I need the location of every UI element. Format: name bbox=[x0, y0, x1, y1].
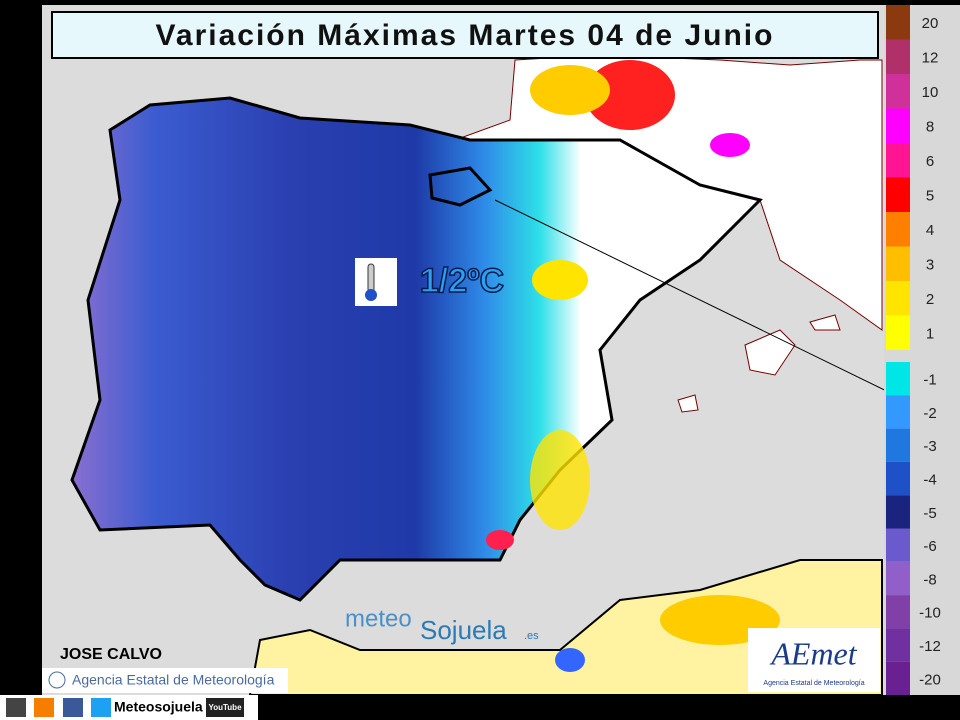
credit: Agencia Estatal de Meteorología bbox=[72, 672, 275, 688]
island bbox=[677, 394, 699, 413]
legend-label: 10 bbox=[922, 84, 939, 101]
youtube-text[interactable]: YouTube bbox=[208, 703, 242, 712]
africa bbox=[248, 559, 883, 696]
warm-patch bbox=[486, 530, 514, 550]
camera-icon[interactable] bbox=[6, 698, 26, 717]
facebook-icon[interactable] bbox=[63, 698, 83, 717]
legend-label: 1 bbox=[926, 326, 934, 343]
legend-label: 12 bbox=[922, 50, 939, 67]
copyright-icon bbox=[48, 671, 66, 689]
legend-swatch bbox=[886, 74, 910, 109]
legend-label: 5 bbox=[926, 188, 934, 205]
legend-label: -12 bbox=[919, 638, 941, 655]
legend-swatch bbox=[886, 428, 910, 462]
legend-swatch bbox=[886, 362, 910, 396]
legend: 20 12 10 8 6 5 4 3 2 1 -1 -2 -3 -4 -5 -6 -8 -10 -12 -20 bbox=[884, 5, 960, 695]
youtube-logo[interactable] bbox=[206, 698, 244, 717]
watermark: meteo bbox=[345, 605, 412, 632]
legend-swatch bbox=[886, 628, 910, 662]
legend-label: -1 bbox=[923, 372, 936, 389]
legend-label: -4 bbox=[923, 472, 936, 489]
annotation: 1/2ºC bbox=[420, 262, 504, 300]
thermometer-icon bbox=[367, 263, 375, 293]
warm-patch bbox=[530, 430, 590, 530]
legend-label: -3 bbox=[923, 438, 936, 455]
legend-swatch bbox=[886, 595, 910, 629]
credit-box bbox=[42, 668, 288, 693]
legend-label: 20 bbox=[922, 15, 939, 32]
warm-patch bbox=[532, 260, 588, 300]
legend-label: 4 bbox=[926, 222, 934, 239]
twitter-icon[interactable] bbox=[91, 698, 111, 717]
watermark: .es bbox=[524, 630, 539, 642]
legend-swatch bbox=[886, 461, 910, 496]
legend-swatch bbox=[886, 495, 910, 529]
legend-label: 2 bbox=[926, 291, 934, 308]
legend-label: -10 bbox=[919, 605, 941, 622]
la-rioja bbox=[428, 166, 493, 207]
legend-label: -20 bbox=[919, 671, 941, 688]
title: Variación Máximas Martes 04 de Junio bbox=[156, 19, 775, 52]
legend-label: 3 bbox=[926, 257, 934, 274]
legend-label: -5 bbox=[923, 505, 936, 522]
legend-label: 6 bbox=[926, 153, 934, 170]
legend-swatch bbox=[886, 143, 910, 178]
legend-swatch bbox=[886, 177, 910, 212]
legend-swatch bbox=[886, 39, 910, 74]
island bbox=[809, 314, 841, 331]
logo-box bbox=[748, 628, 880, 692]
pointer-line bbox=[494, 199, 906, 401]
logo: AEmet bbox=[769, 635, 857, 671]
legend-swatch bbox=[886, 315, 910, 350]
legend-swatch bbox=[886, 246, 910, 281]
author: JOSE CALVO bbox=[60, 646, 162, 663]
legend-swatch bbox=[886, 281, 910, 316]
blogger-icon[interactable] bbox=[34, 698, 54, 717]
title-box bbox=[51, 11, 879, 59]
cold-patch bbox=[555, 648, 585, 672]
legend-swatch bbox=[886, 661, 910, 695]
legend-label: 8 bbox=[926, 119, 934, 136]
legend-swatch bbox=[886, 212, 910, 247]
thermometer-icon bbox=[365, 289, 377, 301]
legend-label: -6 bbox=[923, 538, 936, 555]
site-name[interactable]: Meteosojuela bbox=[114, 699, 203, 715]
legend-swatch bbox=[886, 5, 910, 40]
logo-subtitle: Agencia Estatal de Meteorología bbox=[763, 680, 864, 687]
watermark: Sojuela bbox=[420, 615, 507, 645]
legend-swatch bbox=[886, 108, 910, 143]
legend-swatch bbox=[886, 528, 910, 562]
legend-swatch bbox=[886, 395, 910, 429]
warm-patch bbox=[710, 133, 750, 157]
warm-patch bbox=[585, 60, 675, 130]
island bbox=[744, 329, 796, 376]
legend-swatch bbox=[886, 561, 910, 596]
thermometer-icon bbox=[355, 258, 397, 306]
legend-label: -8 bbox=[923, 571, 936, 588]
warm-patch bbox=[530, 65, 610, 115]
legend-label: -2 bbox=[923, 405, 936, 422]
